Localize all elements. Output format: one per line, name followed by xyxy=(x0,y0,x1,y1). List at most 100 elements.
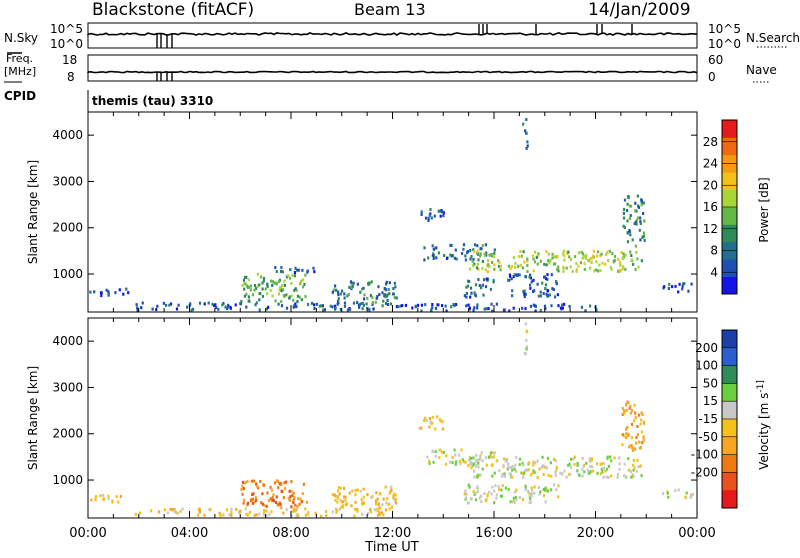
data-cell xyxy=(455,257,458,261)
data-cell xyxy=(523,292,526,296)
data-cell xyxy=(198,301,202,305)
data-cell xyxy=(632,419,636,423)
data-cell xyxy=(542,292,545,295)
data-cell xyxy=(544,465,547,469)
colorbar-segment xyxy=(722,172,737,190)
data-cell xyxy=(452,303,455,306)
data-cell xyxy=(636,458,639,462)
data-cell xyxy=(490,302,493,306)
data-cell xyxy=(512,496,515,500)
data-cell xyxy=(563,469,566,473)
data-cell xyxy=(378,512,381,516)
data-cell xyxy=(285,306,289,310)
data-cell xyxy=(371,301,374,305)
data-cell xyxy=(125,287,128,291)
data-cell xyxy=(638,446,641,450)
data-cell xyxy=(227,303,230,307)
data-cell xyxy=(667,287,670,290)
data-cell xyxy=(544,486,547,490)
data-cell xyxy=(263,508,266,512)
data-cell xyxy=(242,501,245,505)
data-cell xyxy=(583,268,586,271)
data-cell xyxy=(622,252,625,256)
data-cell xyxy=(394,285,397,289)
data-cell xyxy=(344,498,347,502)
data-cell xyxy=(625,427,628,431)
data-cell xyxy=(261,281,264,285)
data-cell xyxy=(337,297,340,301)
data-cell xyxy=(507,487,510,491)
data-cell xyxy=(639,222,642,225)
data-cell xyxy=(483,492,486,495)
data-cell xyxy=(230,510,233,514)
data-cell xyxy=(677,488,680,492)
data-cell xyxy=(635,218,638,222)
nsky-tick-top: 10^5 xyxy=(50,22,83,36)
data-cell xyxy=(304,273,307,277)
data-cell xyxy=(424,303,427,307)
data-cell xyxy=(93,290,96,294)
data-cell xyxy=(341,289,344,293)
data-cell xyxy=(399,304,402,308)
data-cell xyxy=(531,471,534,475)
data-cell xyxy=(509,500,512,504)
data-cell xyxy=(425,419,428,423)
data-cell xyxy=(314,511,317,515)
data-cell xyxy=(290,294,293,298)
data-cell xyxy=(429,420,432,424)
colorbar-segment xyxy=(722,401,737,420)
data-cell xyxy=(271,498,274,501)
data-cell xyxy=(262,276,266,280)
data-cell xyxy=(271,496,274,500)
data-cell xyxy=(512,275,515,278)
data-cell xyxy=(545,466,548,470)
data-cell xyxy=(354,493,357,497)
data-cell xyxy=(276,503,279,507)
data-cell xyxy=(557,495,560,499)
data-cell xyxy=(666,491,669,495)
data-cell xyxy=(343,292,346,296)
data-cell xyxy=(596,254,599,258)
data-cell xyxy=(510,277,513,281)
data-cell xyxy=(118,288,121,292)
data-cell xyxy=(306,270,309,274)
data-cell xyxy=(428,425,431,429)
data-cell xyxy=(524,275,527,279)
data-cell xyxy=(302,285,305,289)
data-cell xyxy=(428,417,431,421)
data-cell xyxy=(441,304,444,308)
data-cell xyxy=(375,296,378,300)
data-cell xyxy=(551,256,554,260)
data-cell xyxy=(469,257,472,261)
data-cell xyxy=(252,492,255,496)
data-cell xyxy=(616,475,619,479)
data-cell xyxy=(392,494,395,498)
data-cell xyxy=(455,303,458,306)
data-cell xyxy=(538,467,541,471)
data-cell xyxy=(235,507,238,511)
data-cell xyxy=(431,244,434,248)
data-cell xyxy=(473,493,476,497)
data-cell xyxy=(477,461,480,465)
data-cell xyxy=(639,238,642,242)
data-cell xyxy=(269,289,272,292)
data-cell xyxy=(269,485,272,489)
data-cell xyxy=(545,263,548,267)
data-cell xyxy=(462,243,466,247)
data-cell xyxy=(500,488,503,492)
data-cell xyxy=(343,301,347,305)
data-cell xyxy=(296,268,299,272)
data-cell xyxy=(522,290,525,294)
data-cell xyxy=(298,502,301,506)
data-cell xyxy=(115,495,118,499)
data-cell xyxy=(546,277,549,281)
data-cell xyxy=(279,286,282,290)
data-cell xyxy=(449,253,452,257)
data-cell xyxy=(105,288,108,292)
data-cell xyxy=(463,492,466,496)
data-cell xyxy=(265,307,269,311)
data-cell xyxy=(562,249,566,253)
data-cell xyxy=(249,288,252,292)
nsearch-label: N.Search xyxy=(746,31,800,45)
data-cell xyxy=(219,514,222,518)
